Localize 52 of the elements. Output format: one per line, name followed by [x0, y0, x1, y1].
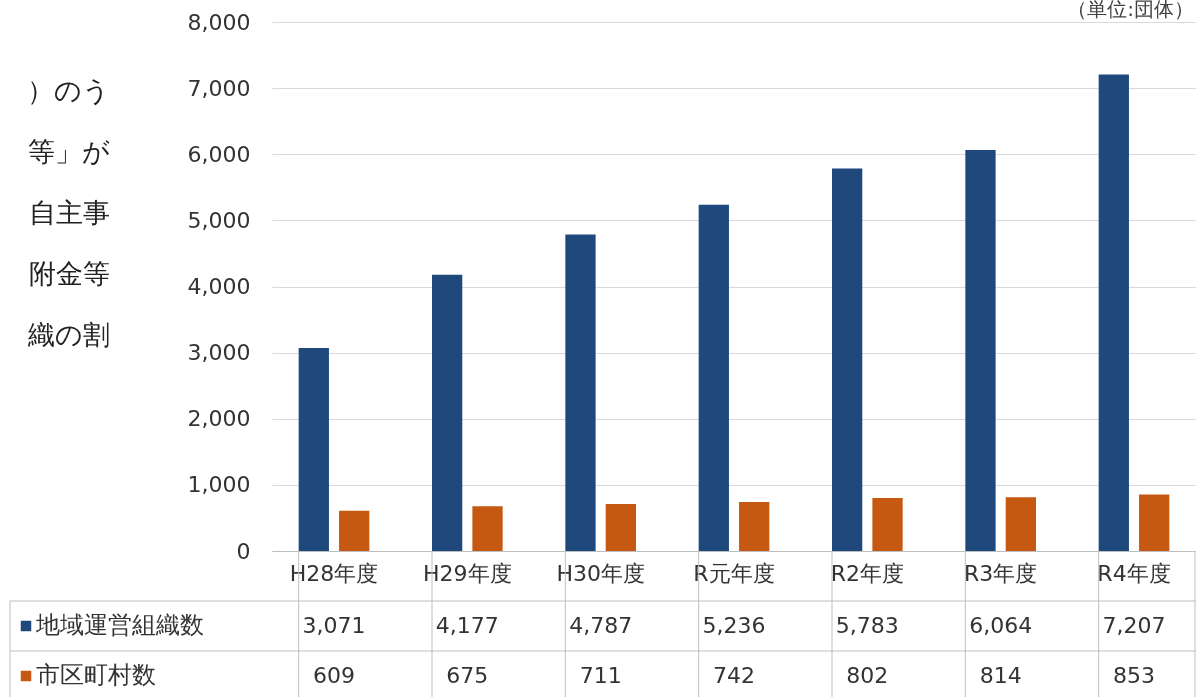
- data-label: 675: [446, 663, 489, 688]
- y-tick-label: 8,000: [187, 9, 251, 35]
- data-label: 5,783: [835, 613, 899, 638]
- bar: [298, 347, 329, 551]
- x-tick-label: H29年度: [423, 560, 512, 586]
- y-tick-label: 7,000: [187, 75, 251, 101]
- bar: [739, 501, 770, 551]
- y-tick-label: 0: [236, 538, 251, 564]
- bar: [698, 204, 729, 551]
- legend-label: 地域運営組織数: [35, 611, 204, 639]
- data-label: 3,071: [302, 613, 366, 638]
- data-label: 853: [1113, 663, 1155, 688]
- data-label: 4,177: [435, 613, 499, 638]
- bar: [472, 506, 503, 551]
- y-tick-label: 4,000: [187, 274, 251, 299]
- text: 等」が: [28, 136, 110, 167]
- x-tick-label: H30年度: [556, 560, 645, 586]
- data-label: 609: [313, 663, 355, 688]
- bar: [339, 510, 370, 551]
- bar: [832, 168, 863, 551]
- bar: [965, 150, 996, 551]
- y-tick-label: 1,000: [187, 472, 251, 498]
- data-label: 4,787: [569, 613, 633, 638]
- text: 自主事: [29, 197, 110, 228]
- bar: [1005, 497, 1036, 551]
- data-label: 5,236: [702, 613, 766, 638]
- data-label: 7,207: [1102, 613, 1166, 638]
- bar: [565, 234, 596, 551]
- text: ）のう: [27, 75, 110, 106]
- bar: [432, 274, 463, 551]
- x-tick-label: R3年度: [964, 560, 1038, 586]
- bar: [605, 503, 636, 551]
- data-label: 814: [979, 663, 1022, 688]
- y-tick-label: 3,000: [187, 340, 251, 366]
- data-label: 711: [579, 663, 622, 688]
- legend-label: 市区町村数: [36, 661, 156, 689]
- y-tick-label: 6,000: [187, 141, 251, 167]
- bar: [1139, 494, 1170, 551]
- y-tick-label: 5,000: [187, 207, 251, 233]
- y-tick-label: 2,000: [187, 406, 251, 432]
- data-label: 6,064: [969, 613, 1033, 638]
- text: （単位:団体）: [1067, 0, 1194, 21]
- bar: [1098, 74, 1129, 551]
- x-tick-label: R2年度: [830, 560, 904, 586]
- x-tick-label: R元年度: [693, 560, 775, 586]
- data-label: 742: [713, 663, 755, 688]
- text: 織の割: [27, 319, 110, 350]
- data-label: 802: [846, 663, 889, 688]
- x-tick-label: H28年度: [289, 560, 379, 586]
- x-tick-label: R4年度: [1097, 560, 1171, 586]
- text: 附金等: [29, 258, 110, 289]
- bar: [872, 497, 903, 551]
